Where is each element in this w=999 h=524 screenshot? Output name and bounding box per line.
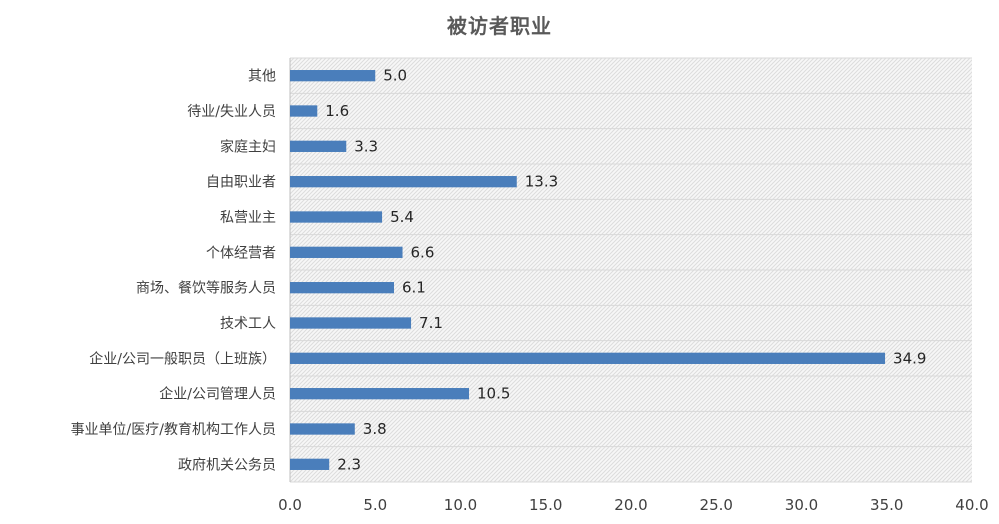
x-tick-label: 30.0 xyxy=(785,496,818,514)
bar xyxy=(290,458,330,470)
data-label: 6.6 xyxy=(411,243,435,261)
bar xyxy=(290,282,395,294)
bar xyxy=(290,423,355,435)
data-label: 3.8 xyxy=(363,420,387,438)
bar xyxy=(290,352,886,364)
data-label: 5.0 xyxy=(383,67,407,85)
x-tick-label: 0.0 xyxy=(278,496,302,514)
bar xyxy=(290,246,403,258)
x-tick-label: 10.0 xyxy=(444,496,477,514)
bar xyxy=(290,105,318,117)
bar xyxy=(290,388,470,400)
data-label: 3.3 xyxy=(354,137,378,155)
category-label: 技术工人 xyxy=(220,316,276,332)
bar xyxy=(290,70,376,82)
category-label: 自由职业者 xyxy=(206,175,276,191)
data-label: 6.1 xyxy=(402,279,426,297)
category-label: 企业/公司一般职员（上班族） xyxy=(89,350,276,367)
category-label: 事业单位/医疗/教育机构工作人员 xyxy=(71,422,276,438)
data-label: 34.9 xyxy=(893,349,926,367)
x-tick-label: 5.0 xyxy=(363,496,387,514)
x-tick-label: 15.0 xyxy=(529,496,562,514)
bar xyxy=(290,176,517,188)
x-tick-label: 35.0 xyxy=(870,496,903,514)
category-label: 个体经营者 xyxy=(206,245,276,261)
data-label: 7.1 xyxy=(419,314,443,332)
data-label: 10.5 xyxy=(477,385,510,403)
category-label: 其他 xyxy=(248,69,276,85)
bar xyxy=(290,317,412,329)
x-tick-label: 25.0 xyxy=(700,496,733,514)
data-label: 1.6 xyxy=(325,102,349,120)
chart-title: 被访者职业 xyxy=(447,14,552,38)
category-label: 企业/公司管理人员 xyxy=(159,386,276,403)
category-label: 家庭主妇 xyxy=(220,138,276,155)
category-label: 私营业主 xyxy=(220,210,276,226)
category-label: 政府机关公务员 xyxy=(178,457,276,473)
bar xyxy=(290,211,383,223)
x-tick-label: 20.0 xyxy=(614,496,647,514)
data-label: 5.4 xyxy=(390,208,414,226)
category-label: 商场、餐饮等服务人员 xyxy=(136,280,276,297)
category-label: 待业/失业人员 xyxy=(187,104,276,120)
bar xyxy=(290,140,347,152)
data-label: 2.3 xyxy=(337,455,361,473)
x-tick-label: 40.0 xyxy=(955,496,988,514)
data-label: 13.3 xyxy=(525,173,558,191)
